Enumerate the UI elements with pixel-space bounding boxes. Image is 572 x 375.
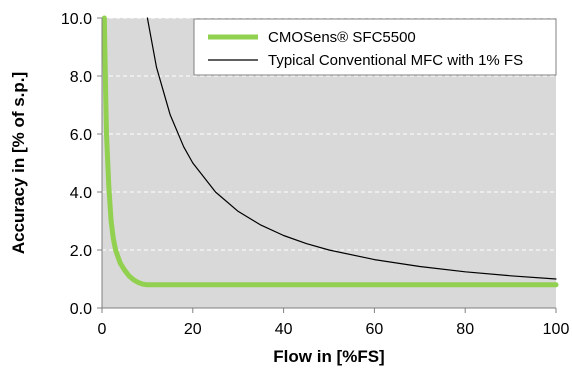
series-lines (101, 15, 559, 288)
x-tick-label-2: 40 (275, 321, 293, 338)
legend: CMOSens® SFC5500 Typical Conventional MF… (193, 18, 557, 76)
y-tick-labels: 0.0 2.0 4.0 6.0 8.0 10.0 (61, 11, 102, 318)
x-tick-label-3: 60 (366, 321, 384, 338)
y-tick-label-1: 2.0 (70, 243, 92, 260)
axes (101, 18, 556, 309)
x-tick-label-4: 80 (456, 321, 474, 338)
y-tick-label-0: 0.0 (70, 301, 92, 318)
x-axis-label: Flow in [%FS] (273, 347, 384, 366)
y-tick-label-5: 10.0 (61, 11, 92, 28)
x-tick-label-1: 20 (184, 321, 202, 338)
y-tick-label-3: 6.0 (70, 127, 92, 144)
legend-label-cmosens: CMOSens® SFC5500 (268, 29, 416, 46)
y-tick-label-4: 8.0 (70, 69, 92, 86)
y-tick-label-2: 4.0 (70, 185, 92, 202)
x-tick-label-5: 100 (543, 321, 570, 338)
legend-label-conventional-mfc: Typical Conventional MFC with 1% FS (268, 52, 523, 69)
legend-box (193, 18, 557, 76)
series-line-0 (101, 15, 559, 288)
x-tick-labels: 0 20 40 60 80 100 (98, 308, 570, 338)
x-tick-label-0: 0 (98, 321, 107, 338)
y-axis-label: Accuracy in [% of s.p.] (9, 72, 28, 254)
series-line-1 (146, 17, 557, 280)
